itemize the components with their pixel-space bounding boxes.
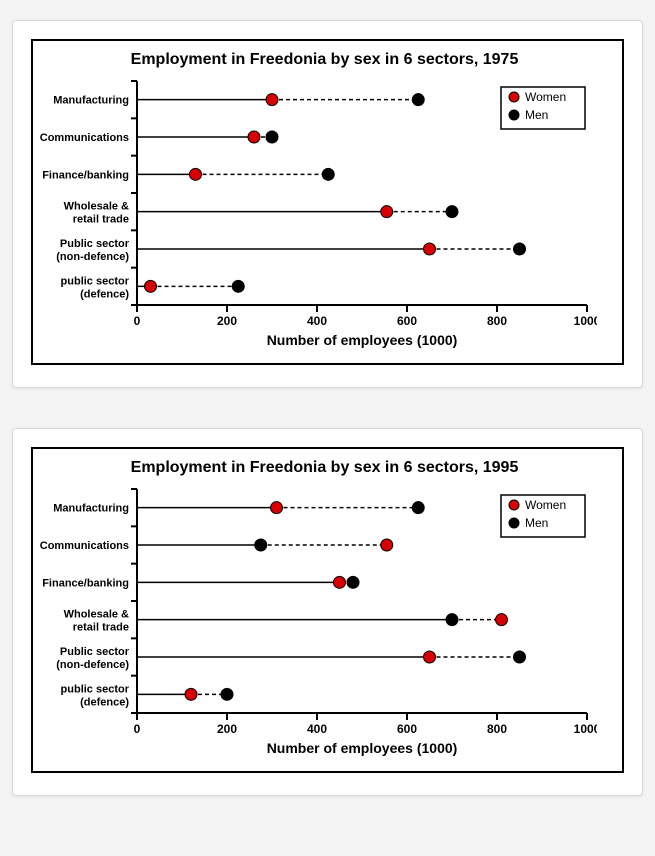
chart-title-1995: Employment in Freedonia by sex in 6 sect… <box>37 459 612 477</box>
marker-men <box>221 688 233 700</box>
legend-label-women: Women <box>525 90 566 104</box>
marker-women <box>145 280 157 292</box>
x-tick-label: 800 <box>487 722 507 736</box>
marker-women <box>381 539 393 551</box>
y-axis-label: Manufacturing <box>53 503 129 515</box>
x-tick-label: 0 <box>134 722 141 736</box>
y-axis-label: Wholesale & <box>64 609 129 621</box>
marker-men <box>255 539 267 551</box>
y-axis-label: Finance/banking <box>42 169 129 181</box>
marker-men <box>347 576 359 588</box>
y-axis-label: Finance/banking <box>42 577 129 589</box>
y-axis-label: Communications <box>40 132 129 144</box>
x-tick-label: 1000 <box>574 722 597 736</box>
marker-men <box>412 94 424 106</box>
x-tick-label: 0 <box>134 314 141 328</box>
chart-frame-1975: Employment in Freedonia by sex in 6 sect… <box>31 39 624 365</box>
marker-women <box>424 651 436 663</box>
marker-women <box>424 243 436 255</box>
marker-women <box>334 576 346 588</box>
y-axis-label: (defence) <box>80 288 129 300</box>
legend-label-women: Women <box>525 498 566 512</box>
marker-women <box>185 688 197 700</box>
marker-men <box>412 502 424 514</box>
marker-men <box>232 280 244 292</box>
y-axis-label: (non-defence) <box>56 659 129 671</box>
legend-marker-women <box>509 92 519 102</box>
marker-men <box>446 206 458 218</box>
chart-svg-1975: Manufacturing Communications Finance/banki… <box>37 75 597 355</box>
marker-men <box>266 131 278 143</box>
x-tick-label: 200 <box>217 314 237 328</box>
marker-women <box>190 168 202 180</box>
x-axis-label: Number of employees (1000) <box>267 332 458 348</box>
marker-women <box>271 502 283 514</box>
y-axis-label: (non-defence) <box>56 251 129 263</box>
chart-title-1975: Employment in Freedonia by sex in 6 sect… <box>37 51 612 69</box>
x-tick-label: 800 <box>487 314 507 328</box>
legend-marker-men <box>509 518 519 528</box>
chart-card-1975: Employment in Freedonia by sex in 6 sect… <box>12 20 643 388</box>
chart-frame-1995: Employment in Freedonia by sex in 6 sect… <box>31 447 624 773</box>
marker-women <box>381 206 393 218</box>
x-axis-label: Number of employees (1000) <box>267 740 458 756</box>
y-axis-label: Wholesale & <box>64 201 129 213</box>
marker-women <box>496 614 508 626</box>
chart-svg-1995: Manufacturing Communications Finance/banki… <box>37 483 597 763</box>
legend-marker-women <box>509 500 519 510</box>
marker-men <box>446 614 458 626</box>
y-axis-label: Public sector <box>60 238 130 250</box>
marker-men <box>322 168 334 180</box>
y-axis-label: retail trade <box>73 622 129 634</box>
marker-women <box>266 94 278 106</box>
y-axis-label: public sector <box>61 683 130 695</box>
marker-women <box>248 131 260 143</box>
legend-label-men: Men <box>525 108 548 122</box>
x-tick-label: 600 <box>397 722 417 736</box>
x-tick-label: 1000 <box>574 314 597 328</box>
x-tick-label: 200 <box>217 722 237 736</box>
legend-marker-men <box>509 110 519 120</box>
legend-label-men: Men <box>525 516 548 530</box>
x-tick-label: 600 <box>397 314 417 328</box>
y-axis-label: Communications <box>40 540 129 552</box>
x-tick-label: 400 <box>307 722 327 736</box>
x-tick-label: 400 <box>307 314 327 328</box>
y-axis-label: Public sector <box>60 646 130 658</box>
marker-men <box>514 651 526 663</box>
y-axis-label: Manufacturing <box>53 95 129 107</box>
chart-card-1995: Employment in Freedonia by sex in 6 sect… <box>12 428 643 796</box>
y-axis-label: retail trade <box>73 214 129 226</box>
marker-men <box>514 243 526 255</box>
y-axis-label: (defence) <box>80 696 129 708</box>
y-axis-label: public sector <box>61 275 130 287</box>
